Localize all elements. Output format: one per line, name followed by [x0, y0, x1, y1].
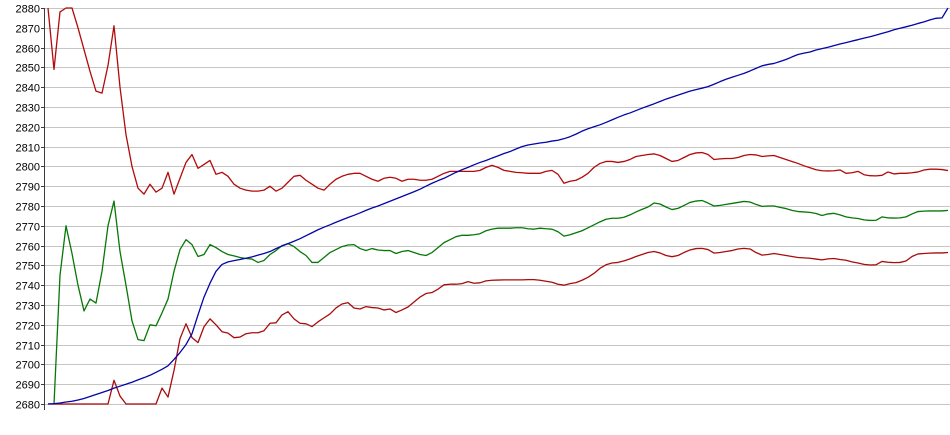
y-tick-label: 2710 — [16, 341, 40, 353]
y-tick-label: 2810 — [16, 143, 40, 155]
y-tick-label: 2770 — [16, 222, 40, 234]
y-tick-label: 2820 — [16, 123, 40, 135]
y-tick-label: 2740 — [16, 281, 40, 293]
y-tick-label: 2750 — [16, 261, 40, 273]
green-line — [53, 199, 949, 405]
blue-line — [47, 7, 949, 405]
y-tick-label: 2730 — [16, 301, 40, 313]
lower-red-line — [48, 247, 949, 405]
y-tick-label: 2720 — [16, 321, 40, 333]
y-axis-labels: 2880 2870 2860 2850 2840 2830 2820 2810 2800 2790… — [16, 4, 40, 412]
y-tick-label: 2790 — [16, 182, 40, 194]
y-tick-label: 2850 — [16, 63, 40, 75]
gridlines — [44, 8, 950, 405]
y-tick-label: 2680 — [16, 400, 40, 412]
y-tick-label: 2780 — [16, 202, 40, 214]
series-lines — [47, 7, 949, 405]
y-tick-label: 2870 — [16, 24, 40, 36]
y-tick-label: 2840 — [16, 83, 40, 95]
y-tick-label: 2690 — [16, 380, 40, 392]
y-axis — [41, 8, 45, 410]
y-tick-label: 2760 — [16, 242, 40, 254]
y-tick-label: 2880 — [16, 4, 40, 16]
upper-red-line — [47, 7, 949, 195]
y-tick-label: 2860 — [16, 44, 40, 56]
y-tick-label: 2800 — [16, 162, 40, 174]
y-tick-label: 2830 — [16, 103, 40, 115]
y-tick-label: 2700 — [16, 360, 40, 372]
